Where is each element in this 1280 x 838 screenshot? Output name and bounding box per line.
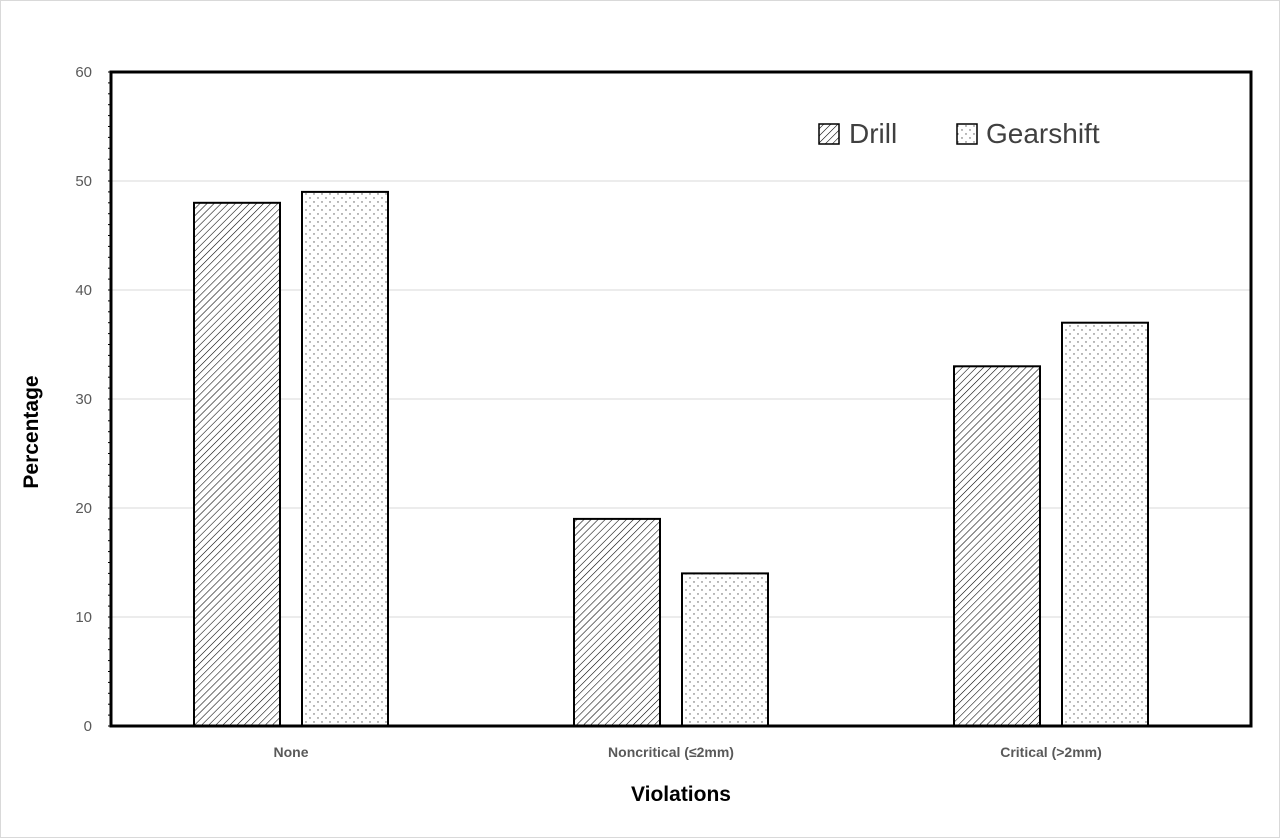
x-category-label: Noncritical (≤2mm)	[608, 744, 734, 760]
bars	[193, 190, 1149, 728]
bar-drill-2	[953, 365, 1041, 727]
bar-drill-1	[573, 517, 661, 728]
x-category-label: None	[274, 744, 309, 760]
y-tick-label: 60	[75, 64, 92, 81]
legend-swatch-drill	[818, 123, 840, 145]
y-tick-label: 0	[84, 718, 92, 735]
x-axis-title: Violations	[631, 783, 731, 806]
legend: Drill Gearshift	[818, 118, 1100, 149]
legend-swatch-gearshift	[956, 123, 978, 145]
y-tick-label: 50	[75, 173, 92, 190]
y-axis-ticks: 0 10 20 30 40 50 60	[75, 64, 111, 735]
plot-area-border	[109, 70, 1253, 728]
y-tick-label: 30	[75, 391, 92, 408]
y-tick-label: 10	[75, 609, 92, 626]
bar-gearshift-0	[301, 190, 389, 727]
x-axis-category-labels: None Noncritical (≤2mm) Critical (>2mm)	[274, 744, 1102, 760]
x-category-label: Critical (>2mm)	[1000, 744, 1102, 760]
y-tick-label: 20	[75, 500, 92, 517]
y-axis-title: Percentage	[20, 375, 43, 488]
legend-label-drill: Drill	[849, 118, 897, 149]
bar-gearshift-1	[681, 572, 769, 728]
bar-gearshift-2	[1061, 321, 1149, 727]
legend-label-gearshift: Gearshift	[986, 118, 1100, 149]
y-tick-label: 40	[75, 282, 92, 299]
bar-drill-0	[193, 201, 281, 728]
